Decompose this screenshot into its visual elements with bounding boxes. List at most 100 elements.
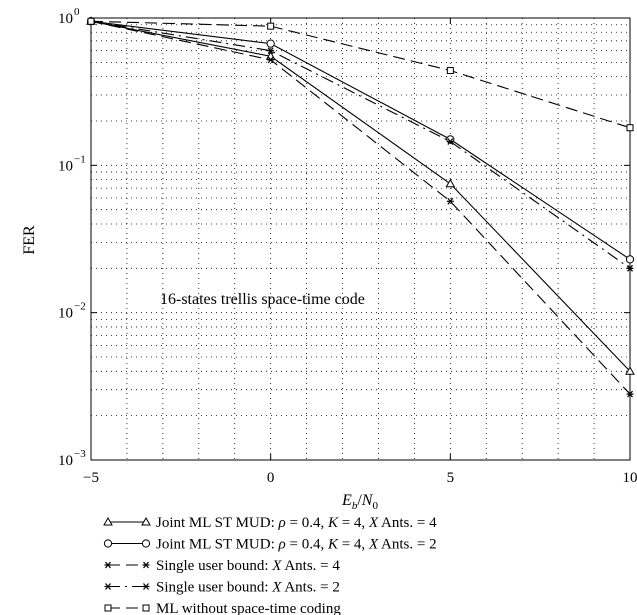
marker-square <box>142 604 150 612</box>
legend: Joint ML ST MUD: ρ = 0.4, K = 4, X Ants.… <box>103 515 437 615</box>
marker-triangle <box>141 516 151 526</box>
marker-triangle <box>445 178 456 188</box>
marker-stroke <box>627 264 633 272</box>
x-tick-label: 5 <box>447 470 455 486</box>
series-single2 <box>87 17 634 272</box>
legend-label-part: = 0.4, <box>286 515 328 531</box>
legend-label-part: ML without space-time coding <box>156 601 341 615</box>
marker-stroke <box>447 197 454 205</box>
marker-square <box>87 17 95 25</box>
marker-stroke <box>627 390 633 398</box>
legend-item-joint4: Joint ML ST MUD: ρ = 0.4, K = 4, X Ants.… <box>103 515 437 531</box>
legend-label-part: ρ <box>278 515 286 531</box>
x-label-n: N <box>361 492 374 509</box>
series-joint4 <box>86 16 635 375</box>
legend-item-joint2: Joint ML ST MUD: ρ = 0.4, K = 4, X Ants.… <box>103 537 437 553</box>
series-line <box>90 20 631 395</box>
x-label-b: b <box>352 500 358 512</box>
marker-circle <box>141 539 151 548</box>
marker-circle <box>625 255 635 264</box>
y-tick-exponent: 0 <box>74 6 80 18</box>
plot-frame <box>90 17 631 461</box>
legend-label-part: X <box>271 580 282 596</box>
y-tick-label: 10 <box>58 306 73 322</box>
legend-label-part: = 0.4, <box>286 537 328 553</box>
marker-square <box>104 604 112 612</box>
legend-item-single4: Single user bound: X Ants. = 4 <box>104 558 340 574</box>
x-label-slash: / <box>357 492 362 509</box>
legend-label-part: K <box>327 537 339 553</box>
series-line <box>90 20 631 129</box>
marker-asterisk <box>446 138 454 145</box>
series-line <box>90 20 631 372</box>
series-joint2 <box>86 17 635 264</box>
legend-label-part: Joint ML ST MUD: <box>156 515 279 531</box>
y-tick-exponent: −2 <box>74 301 86 313</box>
series-single4 <box>87 17 634 398</box>
marker-asterisk <box>142 561 150 569</box>
marker-square <box>626 124 634 132</box>
y-tick-label: 10 <box>58 453 73 469</box>
series-line <box>90 20 631 260</box>
legend-label: Single user bound: X Ants. = 2 <box>156 580 340 596</box>
legend-label: Single user bound: X Ants. = 4 <box>156 558 340 574</box>
x-label-e: E <box>341 492 352 509</box>
legend-label-part: X <box>368 537 379 553</box>
legend-label-part: Ants. = 2 <box>281 580 339 596</box>
grid <box>91 18 630 460</box>
series-noST <box>87 17 634 132</box>
x-axis-label: Eb/N0 <box>341 492 378 512</box>
marker-stroke <box>267 47 274 55</box>
chart-annotation: 16-states trellis space-time code <box>160 291 365 308</box>
legend-label-part: Joint ML ST MUD: <box>156 537 279 553</box>
series-layer <box>86 16 635 398</box>
marker-triangle <box>625 366 635 375</box>
marker-triangle <box>103 516 113 526</box>
series-line <box>90 20 631 269</box>
marker-asterisk <box>267 47 275 55</box>
marker-stroke <box>143 583 149 590</box>
x-label-zero: 0 <box>372 500 378 512</box>
marker-square <box>446 67 454 75</box>
legend-label-part: = 4, <box>338 515 369 531</box>
marker-asterisk <box>142 583 150 590</box>
legend-item-single2: Single user bound: X Ants. = 2 <box>104 580 340 596</box>
marker-asterisk <box>626 264 634 272</box>
marker-asterisk <box>267 56 275 64</box>
marker-asterisk <box>446 197 454 205</box>
legend-label: Joint ML ST MUD: ρ = 0.4, K = 4, X Ants.… <box>156 537 437 553</box>
legend-label-part: Ants. = 4 <box>378 515 437 531</box>
legend-label-part: Single user bound: <box>156 580 272 596</box>
y-tick-label: 10 <box>58 11 73 27</box>
marker-stroke <box>105 561 111 569</box>
marker-asterisk <box>626 390 634 398</box>
y-tick-exponent: −1 <box>74 153 86 165</box>
legend-label-part: K <box>327 515 339 531</box>
x-tick-label: −5 <box>83 470 99 486</box>
legend-label: Joint ML ST MUD: ρ = 0.4, K = 4, X Ants.… <box>156 515 437 531</box>
x-tick-label: 10 <box>623 470 637 486</box>
marker-stroke <box>105 583 111 590</box>
marker-circle <box>266 39 275 48</box>
legend-label-part: Ants. = 2 <box>378 537 436 553</box>
marker-stroke <box>447 138 454 145</box>
legend-label: ML without space-time coding <box>156 601 341 615</box>
y-tick-exponent: −3 <box>74 448 86 460</box>
legend-label-part: Ants. = 4 <box>281 558 340 574</box>
marker-asterisk <box>104 583 112 590</box>
legend-label-part: Single user bound: <box>156 558 272 574</box>
marker-circle <box>103 539 113 548</box>
legend-label-part: = 4, <box>338 537 369 553</box>
y-axis-label: FER <box>21 225 38 255</box>
x-tick-label: 0 <box>267 470 275 486</box>
legend-label-part: ρ <box>278 537 286 553</box>
y-tick-label: 10 <box>58 158 73 174</box>
marker-stroke <box>267 56 274 64</box>
legend-label-part: X <box>271 558 282 574</box>
marker-asterisk <box>104 561 112 569</box>
legend-item-noST: ML without space-time coding <box>104 601 341 615</box>
legend-label-part: X <box>368 515 379 531</box>
marker-stroke <box>143 561 149 569</box>
